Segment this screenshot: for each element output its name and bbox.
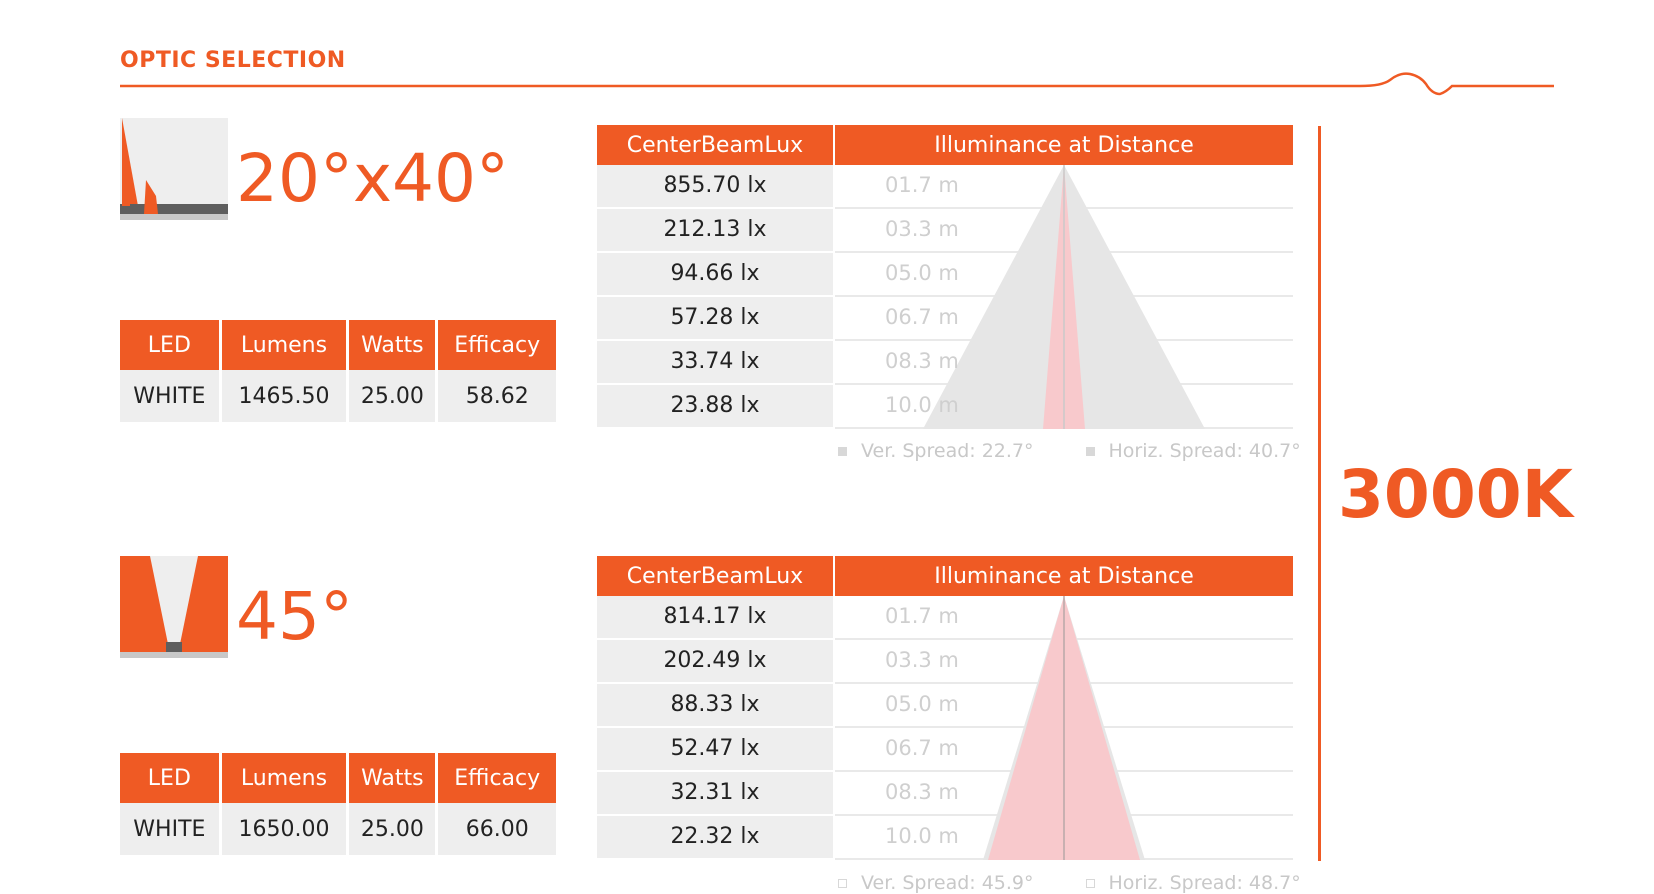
lux-value: 33.74 lx [597, 341, 833, 385]
spec-table: LED Lumens Watts Efficacy WHITE 1465.50 … [117, 320, 559, 422]
vertical-divider [1318, 126, 1321, 861]
optic-name: 45° [236, 578, 353, 655]
led-value: WHITE [120, 370, 219, 422]
distance-label: 01.7 m [885, 604, 959, 628]
center-beam-header: CenterBeamLux [597, 556, 833, 596]
watts-value: 25.00 [349, 803, 436, 855]
lux-row: 33.74 lx 08.3 m [597, 341, 1293, 385]
lux-value: 88.33 lx [597, 684, 833, 728]
beam-diagram [923, 165, 1205, 429]
lux-value: 32.31 lx [597, 772, 833, 816]
lux-value: 212.13 lx [597, 209, 833, 253]
horizontal-spread-swatch [1085, 446, 1095, 456]
vertical-spread-swatch [838, 446, 847, 456]
lumens-value: 1650.00 [221, 803, 347, 855]
spread-legend: Ver. Spread: 22.7° Horiz. Spread: 40.7° [838, 440, 1301, 462]
lux-value: 855.70 lx [597, 165, 833, 209]
lux-value: 814.17 lx [597, 596, 833, 640]
spread-legend: Ver. Spread: 45.9° Horiz. Spread: 48.7° [838, 872, 1301, 894]
col-lumens: Lumens [221, 320, 347, 370]
title-divider [120, 72, 1554, 96]
spec-table: LED Lumens Watts Efficacy WHITE 1650.00 … [117, 753, 559, 855]
color-temperature: 3000K [1338, 456, 1573, 533]
distance-label: 05.0 m [885, 261, 959, 285]
vertical-spread: Ver. Spread: 45.9° [861, 872, 1034, 894]
lux-value: 57.28 lx [597, 297, 833, 341]
col-led: LED [120, 753, 219, 803]
distance-label: 06.7 m [885, 736, 959, 760]
beam-diagram [983, 596, 1145, 860]
vertical-spread: Ver. Spread: 22.7° [861, 440, 1034, 462]
col-efficacy: Efficacy [438, 753, 556, 803]
distance-label: 08.3 m [885, 780, 959, 804]
horizontal-spread-swatch [1085, 878, 1095, 888]
col-efficacy: Efficacy [438, 320, 556, 370]
distance-label: 08.3 m [885, 349, 959, 373]
wide-optic-icon [120, 556, 228, 658]
distance-label: 03.3 m [885, 648, 959, 672]
lux-value: 52.47 lx [597, 728, 833, 772]
distance-label: 05.0 m [885, 692, 959, 716]
lux-row: 57.28 lx 06.7 m [597, 297, 1293, 341]
lux-value: 94.66 lx [597, 253, 833, 297]
col-watts: Watts [349, 320, 436, 370]
lumens-value: 1465.50 [221, 370, 347, 422]
lux-table: CenterBeamLux Illuminance at Distance 85… [597, 125, 1293, 429]
col-lumens: Lumens [221, 753, 347, 803]
distance-label: 03.3 m [885, 217, 959, 241]
vertical-spread-swatch [838, 878, 847, 888]
distance-label: 06.7 m [885, 305, 959, 329]
watts-value: 25.00 [349, 370, 436, 422]
lux-row: 855.70 lx 01.7 m [597, 165, 1293, 209]
narrow-optic-icon [120, 118, 228, 220]
lux-value: 23.88 lx [597, 385, 833, 429]
col-watts: Watts [349, 753, 436, 803]
distance-label: 10.0 m [885, 824, 959, 848]
efficacy-value: 66.00 [438, 803, 556, 855]
horizontal-spread: Horiz. Spread: 40.7° [1108, 440, 1301, 462]
page-title: OPTIC SELECTION [120, 48, 346, 73]
efficacy-value: 58.62 [438, 370, 556, 422]
optic-name: 20°x40° [236, 140, 510, 217]
col-led: LED [120, 320, 219, 370]
horizontal-spread: Horiz. Spread: 48.7° [1108, 872, 1301, 894]
illuminance-header: Illuminance at Distance [835, 125, 1293, 165]
illuminance-header: Illuminance at Distance [835, 556, 1293, 596]
distance-label: 01.7 m [885, 173, 959, 197]
lux-value: 202.49 lx [597, 640, 833, 684]
lux-value: 22.32 lx [597, 816, 833, 860]
center-beam-header: CenterBeamLux [597, 125, 833, 165]
lux-table: CenterBeamLux Illuminance at Distance 81… [597, 556, 1293, 860]
led-value: WHITE [120, 803, 219, 855]
distance-label: 10.0 m [885, 393, 959, 417]
